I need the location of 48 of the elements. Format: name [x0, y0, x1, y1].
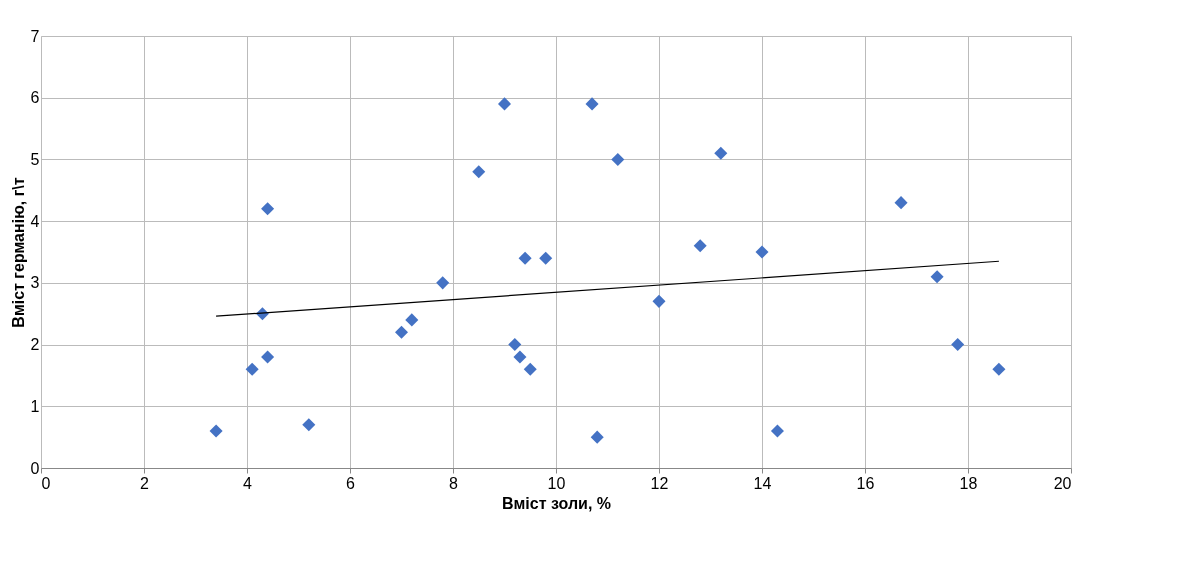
y-axis-title: Вміст германію, г\т — [9, 177, 27, 328]
point — [590, 430, 604, 444]
point — [693, 239, 707, 253]
x-tick-label: 18 — [959, 474, 978, 492]
point — [472, 165, 486, 179]
point — [770, 424, 784, 438]
point — [513, 350, 527, 364]
point — [951, 338, 965, 352]
x-tick-label: 8 — [449, 474, 459, 492]
x-tick-label: 20 — [1053, 474, 1072, 492]
x-tick-label: 2 — [140, 474, 150, 492]
point — [930, 270, 944, 284]
point — [436, 276, 450, 290]
point — [209, 424, 223, 438]
point — [405, 313, 419, 327]
y-tick-label: 1 — [30, 397, 40, 415]
x-tick-label: 0 — [41, 474, 51, 492]
point — [302, 418, 316, 432]
y-tick-label: 4 — [30, 212, 40, 230]
y-tick-label: 2 — [30, 336, 40, 354]
point — [497, 97, 512, 111]
point — [508, 338, 522, 352]
y-tick-label: 7 — [30, 27, 40, 45]
point — [652, 294, 666, 308]
point — [261, 350, 275, 364]
y-tick-label: 5 — [30, 150, 40, 168]
point — [992, 362, 1006, 376]
x-tick-label: 14 — [753, 474, 772, 492]
point — [755, 245, 769, 259]
x-tick-label: 16 — [856, 474, 875, 492]
point — [539, 251, 553, 265]
point — [245, 362, 259, 376]
y-tick-label: 3 — [30, 274, 40, 292]
point — [394, 325, 409, 339]
x-axis-title: Вміст золи, % — [501, 494, 612, 512]
point — [261, 202, 275, 216]
y-tick-label: 6 — [30, 89, 40, 107]
x-tick-label: 4 — [243, 474, 253, 492]
x-tick-label: 12 — [650, 474, 669, 492]
x-tick-label: 10 — [547, 474, 566, 492]
x-tick-label: 6 — [346, 474, 356, 492]
point — [523, 362, 537, 376]
point — [518, 251, 532, 265]
point — [585, 97, 599, 111]
point — [894, 196, 908, 210]
point — [714, 146, 728, 160]
y-tick-label: 0 — [30, 459, 40, 477]
point — [611, 152, 625, 166]
